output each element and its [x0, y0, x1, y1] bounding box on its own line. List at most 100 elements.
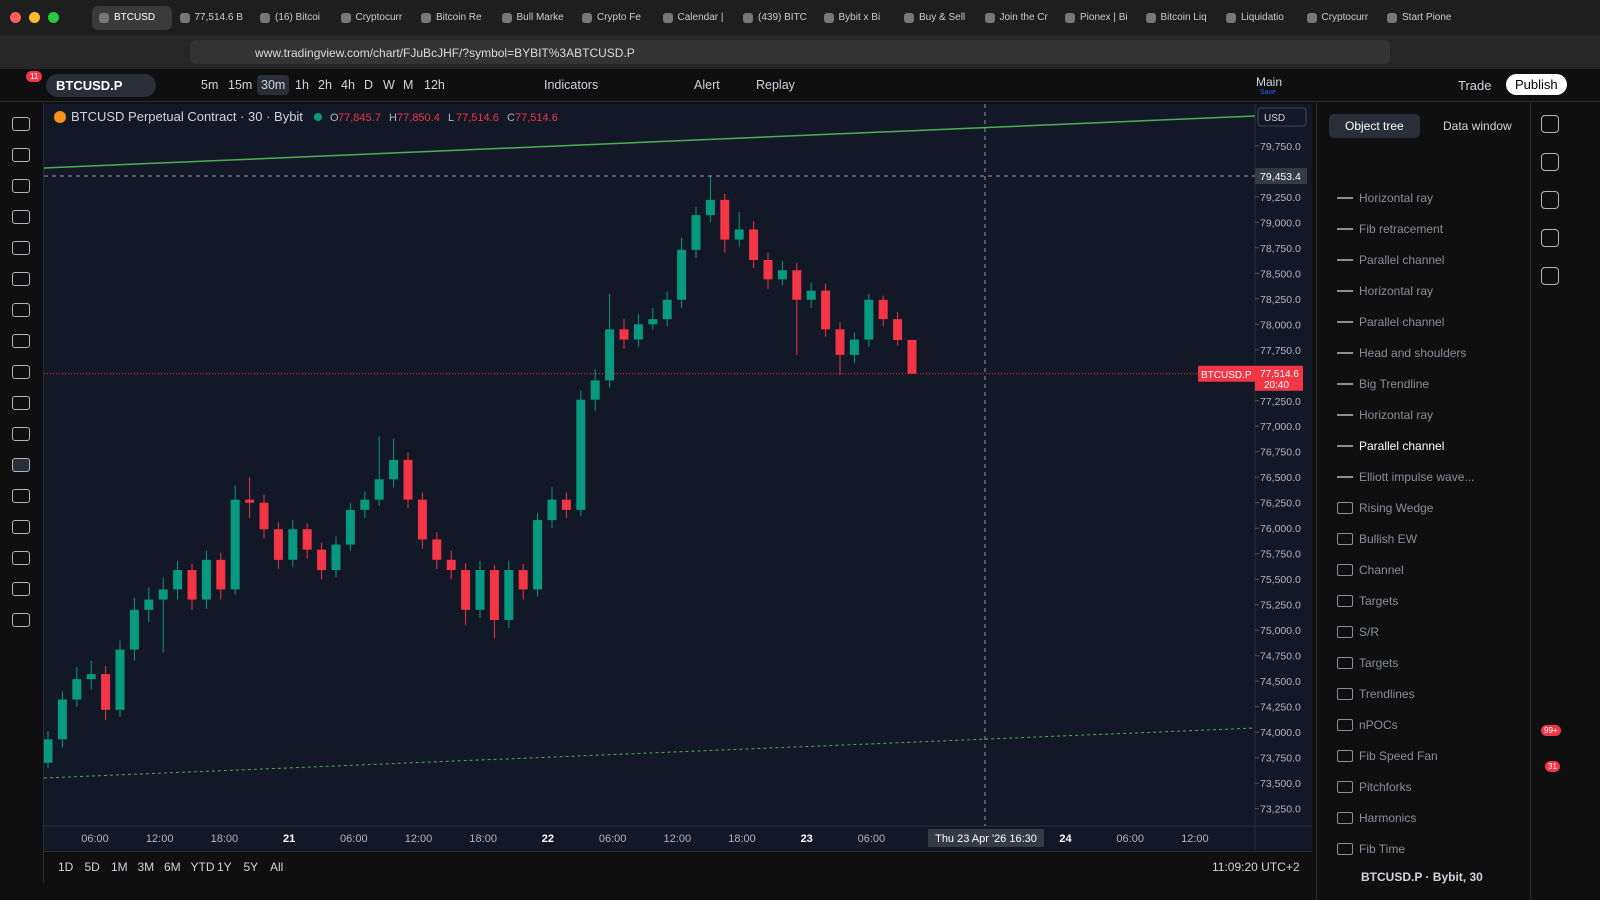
tool-icon[interactable] — [12, 396, 30, 410]
range-button[interactable]: 1Y — [217, 860, 232, 874]
minimize-window[interactable] — [29, 12, 40, 23]
candle-body — [907, 340, 917, 374]
interval-button[interactable]: W — [383, 78, 395, 92]
browser-tab[interactable]: Liquidatio — [1219, 6, 1299, 30]
browser-tab[interactable]: Buy & Sell — [897, 6, 977, 30]
range-button[interactable]: 5D — [84, 860, 100, 874]
tree-item[interactable]: Parallel channel — [1337, 307, 1527, 338]
tree-folder[interactable]: Rising Wedge — [1337, 493, 1527, 524]
sidebar-icon[interactable] — [1541, 153, 1559, 171]
tree-folder[interactable]: Bullish EW — [1337, 524, 1527, 555]
tool-icon[interactable] — [12, 551, 30, 565]
sidebar-icon[interactable] — [1541, 267, 1559, 285]
interval-button[interactable]: 12h — [424, 78, 445, 92]
tree-folder[interactable]: Fib Time — [1337, 834, 1527, 865]
tree-item[interactable]: Horizontal ray — [1337, 400, 1527, 431]
close-window[interactable] — [10, 12, 21, 23]
trade-button[interactable]: Trade — [1458, 78, 1492, 93]
symbol-search[interactable]: BTCUSD.P — [46, 74, 156, 97]
tool-icon[interactable] — [12, 272, 30, 286]
tool-icon[interactable] — [12, 613, 30, 627]
tool-icon[interactable] — [12, 582, 30, 596]
tool-icon[interactable] — [12, 520, 30, 534]
browser-tab[interactable]: Calendar | — [656, 6, 736, 30]
interval-button[interactable]: 1h — [295, 78, 309, 92]
url-field[interactable]: www.tradingview.com/chart/FJuBcJHF/?symb… — [190, 40, 1390, 64]
interval-button[interactable]: D — [364, 78, 374, 92]
interval-button[interactable]: 30m — [257, 75, 290, 95]
panel-tab[interactable]: Data window — [1443, 119, 1512, 133]
range-button[interactable]: 5Y — [243, 860, 259, 874]
y-tick-label: 74,750.0 — [1260, 651, 1301, 663]
tool-icon[interactable] — [12, 241, 30, 255]
browser-tab[interactable]: BTCUSD — [92, 6, 172, 30]
indicators-button[interactable]: Indicators — [544, 78, 599, 92]
tree-item[interactable]: Head and shoulders — [1337, 338, 1527, 369]
publish-button[interactable]: Publish — [1506, 74, 1567, 95]
tree-item[interactable]: Big Trendline — [1337, 369, 1527, 400]
interval-button[interactable]: 15m — [228, 78, 253, 92]
browser-tab[interactable]: Join the Cr — [978, 6, 1058, 30]
tool-icon[interactable] — [12, 458, 30, 472]
maximize-window[interactable] — [48, 12, 59, 23]
candle-body — [576, 399, 586, 510]
tree-folder[interactable]: Fib Speed Fan — [1337, 741, 1527, 772]
y-tick-label: 79,750.0 — [1260, 141, 1301, 153]
interval-button[interactable]: 4h — [341, 78, 355, 92]
browser-tab[interactable]: Pionex | Bi — [1058, 6, 1138, 30]
tool-icon[interactable] — [12, 427, 30, 441]
sidebar-icon[interactable] — [1541, 115, 1559, 133]
sidebar-icon[interactable] — [1541, 191, 1559, 209]
tool-icon[interactable] — [12, 489, 30, 503]
tree-item[interactable]: Horizontal ray — [1337, 276, 1527, 307]
tool-icon[interactable] — [12, 148, 30, 162]
tool-icon[interactable] — [12, 334, 30, 348]
browser-tab[interactable]: Bitcoin Liq — [1139, 6, 1219, 30]
browser-tab[interactable]: Bull Marke — [495, 6, 575, 30]
tree-item[interactable]: Horizontal ray — [1337, 183, 1527, 214]
interval-button[interactable]: 5m — [201, 78, 219, 92]
tool-icon[interactable] — [12, 210, 30, 224]
replay-button[interactable]: Replay — [756, 78, 795, 92]
tree-folder[interactable]: Harmonics — [1337, 803, 1527, 834]
tree-folder[interactable]: Channel — [1337, 555, 1527, 586]
tree-folder[interactable]: S/R — [1337, 617, 1527, 648]
browser-tab[interactable]: (439) BITC — [736, 6, 816, 30]
tree-item[interactable]: Parallel channel — [1337, 431, 1527, 462]
interval-button[interactable]: 2h — [318, 78, 332, 92]
browser-tab[interactable]: Start Pione — [1380, 6, 1460, 30]
candle-body — [821, 290, 831, 330]
range-button[interactable]: 1M — [111, 860, 128, 874]
x-tick-label: 18:00 — [728, 833, 756, 845]
tool-icon[interactable] — [12, 365, 30, 379]
tree-item[interactable]: Parallel channel — [1337, 245, 1527, 276]
range-button[interactable]: 1D — [58, 860, 74, 874]
browser-tab[interactable]: (16) Bitcoi — [253, 6, 333, 30]
browser-tab[interactable]: Cryptocurr — [1300, 6, 1380, 30]
browser-tab[interactable]: Bitcoin Re — [414, 6, 494, 30]
tree-folder[interactable]: Targets — [1337, 648, 1527, 679]
tool-icon[interactable] — [12, 303, 30, 317]
range-button[interactable]: YTD — [190, 860, 215, 874]
sidebar-badge: 99+ — [1541, 725, 1561, 736]
tree-folder[interactable]: Pitchforks — [1337, 772, 1527, 803]
range-button[interactable]: All — [270, 860, 284, 874]
browser-tab[interactable]: Bybit x Bi — [817, 6, 897, 30]
alert-button[interactable]: Alert — [694, 78, 720, 92]
tree-item[interactable]: Elliott impulse wave... — [1337, 462, 1527, 493]
tree-item[interactable]: Fib retracement — [1337, 214, 1527, 245]
tool-icon[interactable] — [12, 179, 30, 193]
sidebar-icon[interactable] — [1541, 229, 1559, 247]
tool-icon[interactable] — [12, 117, 30, 131]
range-button[interactable]: 3M — [137, 860, 155, 874]
interval-button[interactable]: M — [403, 78, 414, 92]
range-button[interactable]: 6M — [164, 860, 181, 874]
browser-tab[interactable]: Crypto Fe — [575, 6, 655, 30]
panel-tab[interactable]: Object tree — [1329, 114, 1420, 138]
tree-folder[interactable]: nPOCs — [1337, 710, 1527, 741]
tree-folder[interactable]: Targets — [1337, 586, 1527, 617]
browser-tab[interactable]: 77,514.6 B — [173, 6, 253, 30]
y-tick-label: 76,500.0 — [1260, 472, 1301, 484]
browser-tab[interactable]: Cryptocurr — [334, 6, 414, 30]
tree-folder[interactable]: Trendlines — [1337, 679, 1527, 710]
